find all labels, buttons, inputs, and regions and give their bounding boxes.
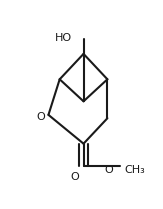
Text: O: O: [71, 172, 80, 182]
Text: O: O: [104, 165, 113, 175]
Text: HO: HO: [55, 33, 72, 43]
Text: O: O: [36, 112, 45, 122]
Text: CH₃: CH₃: [124, 165, 145, 175]
